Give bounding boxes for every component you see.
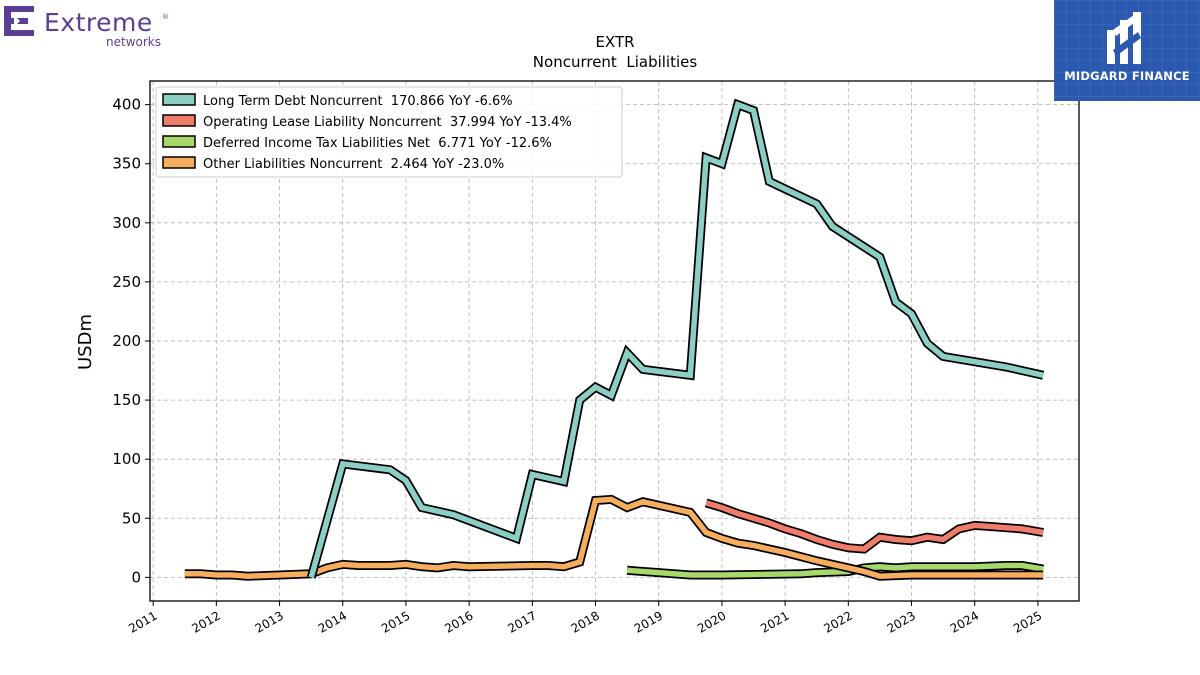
y-tick-label: 0 — [131, 568, 141, 586]
legend-swatch-other-liabilities — [162, 156, 196, 169]
x-tick-label: 2011 — [126, 608, 159, 635]
y-tick-label: 150 — [112, 391, 141, 409]
x-tick-label: 2015 — [379, 608, 412, 635]
legend-label-other-liabilities: Other Liabilities Noncurrent 2.464 YoY -… — [203, 157, 504, 172]
y-tick-label: 100 — [112, 450, 141, 468]
x-tick-label: 2021 — [758, 608, 791, 635]
x-tick-label: 2016 — [442, 608, 475, 635]
legend-label-long-term-debt: Long Term Debt Noncurrent 170.866 YoY -6… — [203, 94, 513, 109]
legend-swatch-deferred-tax — [162, 135, 196, 148]
series-line — [705, 500, 1044, 552]
legend-swatch-operating-lease — [162, 114, 196, 127]
x-tick-label: 2014 — [316, 608, 349, 635]
brand-subword: networks — [106, 35, 161, 49]
legend-box — [155, 86, 623, 178]
x-tick-label: 2019 — [632, 608, 665, 635]
x-tick-label: 2012 — [189, 608, 222, 635]
y-tick-label: 200 — [112, 332, 141, 350]
x-tick-label: 2020 — [695, 608, 728, 635]
x-tick-label: 2013 — [253, 608, 286, 635]
x-tick-label: 2024 — [948, 608, 981, 635]
extreme-x-icon — [4, 6, 34, 36]
midgard-emblem-icon — [1107, 12, 1141, 64]
legend-label-operating-lease: Operating Lease Liability Noncurrent 37.… — [203, 115, 572, 130]
x-tick-label: 2017 — [505, 608, 538, 635]
legend-swatch-long-term-debt — [162, 93, 196, 106]
y-tick-label: 300 — [112, 214, 141, 232]
y-tick-label: 250 — [112, 273, 141, 291]
series-operating-lease — [704, 498, 1044, 554]
midgard-finance-logo: MIDGARD FINANCE — [1054, 0, 1200, 101]
x-tick-label: 2025 — [1011, 608, 1044, 635]
legend: Long Term Debt Noncurrent 170.866 YoY -6… — [155, 86, 623, 178]
extreme-networks-logo: Extreme ® networks — [4, 4, 174, 49]
series-layer — [184, 98, 1045, 581]
legend-label-deferred-tax: Deferred Income Tax Liabilities Net 6.77… — [203, 136, 552, 151]
y-axis-label: USDm — [75, 314, 96, 370]
series-long-term-debt — [306, 98, 1045, 579]
midgard-wordmark: MIDGARD FINANCE — [1064, 69, 1190, 83]
x-tick-label: 2022 — [821, 608, 854, 635]
brand-wordmark: Extreme — [44, 8, 153, 37]
chart-title: EXTR — [595, 33, 634, 51]
y-tick-label: 350 — [112, 155, 141, 173]
series-line — [308, 100, 1044, 579]
y-tick-label: 50 — [122, 509, 141, 527]
brand-trademark: ® — [162, 13, 169, 21]
x-tick-label: 2023 — [885, 608, 918, 635]
y-tick-label: 400 — [112, 96, 141, 114]
chart-subtitle: Noncurrent Liabilities — [533, 53, 698, 71]
x-tick-label: 2018 — [569, 608, 602, 635]
